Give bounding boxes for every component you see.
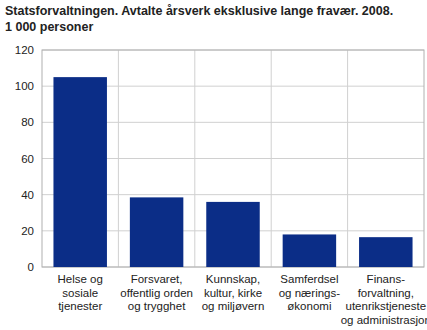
separator — [118, 50, 119, 267]
tick-label: 120 — [15, 44, 34, 56]
chart: Statsforvaltningen. Avtalte årsverk eksk… — [0, 0, 427, 330]
category-label: Helse ogsosialetjenester — [58, 273, 103, 312]
separator — [271, 50, 272, 267]
bars — [53, 77, 412, 267]
category-label: Kunnskap,kultur, kirkeog miljøvern — [202, 273, 265, 312]
separator — [194, 50, 195, 267]
bar — [283, 234, 336, 267]
category-label: Finans-forvaltning,utenrikstjenesteog ad… — [341, 273, 427, 326]
tick-label: 40 — [21, 189, 34, 201]
separator — [347, 50, 348, 267]
category-label: Forsvaret,offentlig ordenog trygghet — [120, 273, 193, 312]
subtitle: 1 000 personer — [5, 20, 93, 34]
plot-frame — [42, 50, 424, 267]
bar — [359, 237, 412, 267]
title: Statsforvaltningen. Avtalte årsverk eksk… — [5, 4, 393, 18]
category-label: Samferdselog nærings-økonomi — [279, 273, 341, 312]
bar — [130, 197, 183, 267]
tick-label: 0 — [28, 261, 34, 273]
bar — [206, 202, 259, 267]
tick-label: 100 — [15, 80, 34, 92]
bar — [53, 77, 106, 267]
tick-label: 60 — [21, 153, 34, 165]
tick-label: 20 — [21, 225, 34, 237]
tick-label: 80 — [21, 116, 34, 128]
